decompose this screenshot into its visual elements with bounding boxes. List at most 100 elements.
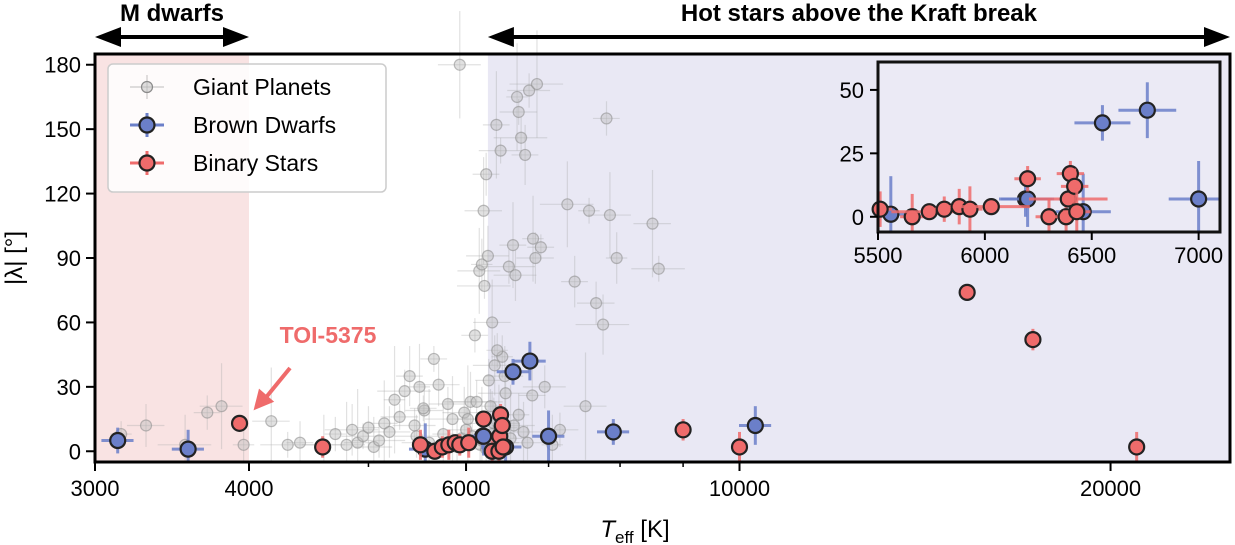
inset-y-tick-label: 25 (840, 141, 864, 166)
x-tick-label: 4000 (225, 476, 274, 501)
error-bar (516, 232, 554, 284)
error-bar (486, 333, 508, 368)
error-bar (396, 346, 423, 407)
binary-star-point (314, 438, 332, 456)
giant-planet-point (509, 269, 522, 282)
legend-label: Brown Dwarfs (193, 112, 336, 138)
error-bar (527, 234, 555, 261)
binary-star-point (958, 283, 976, 301)
brown-dwarf-point (475, 427, 493, 445)
binary-star-point (493, 416, 511, 435)
error-bar (577, 281, 615, 325)
error-bar (461, 318, 489, 353)
giant-planet-point (526, 232, 540, 245)
giant-planet-point (393, 410, 406, 424)
annotation-arrow-shaft (262, 366, 292, 402)
giant-planet-point (515, 131, 528, 144)
inset-binary-star-point (1066, 177, 1084, 195)
giant-planet-point (473, 264, 486, 277)
brown-dwarf-point (604, 423, 622, 441)
giant-planet-point (461, 412, 474, 426)
x-tick-label: 6000 (442, 476, 491, 501)
error-bar (370, 380, 398, 462)
inset-binary-star-point (1068, 203, 1086, 221)
legend-box (107, 63, 387, 193)
error-bar (539, 161, 594, 248)
error-bar (199, 363, 243, 450)
giant-planet-point (530, 77, 544, 91)
inset-binary-star-point (935, 200, 953, 218)
inset-frame (876, 60, 1222, 234)
error-bar (351, 423, 406, 458)
inset-series-binary-stars (871, 160, 1108, 232)
error-bar (522, 365, 566, 409)
inset-x-tick-label: 7000 (1174, 243, 1223, 268)
giant-planet-point (293, 436, 307, 449)
inset-binary-star-point (871, 200, 889, 218)
inset-brown-dwarf-point (1093, 114, 1112, 132)
main-axes: 3000 4000 6000 10000 20000 0 30 60 90 120 150 180 Te… (1, 52, 1232, 545)
giant-planet-point (417, 402, 430, 415)
legend-marker (138, 116, 156, 134)
giant-planet-point (506, 239, 520, 252)
inset-binary-star-point (961, 200, 979, 218)
inset-brown-dwarf-point (1138, 101, 1156, 119)
inset-x-tick-label: 6000 (960, 243, 1009, 268)
legend-label: Giant Planets (193, 74, 331, 100)
giant-planet-point (488, 359, 501, 372)
y-tick-label: 90 (57, 246, 81, 271)
arrow-head-right (1204, 27, 1230, 47)
giant-planet-point (600, 112, 613, 125)
legend-marker (140, 80, 154, 94)
giant-planet-point (453, 58, 466, 71)
giant-planet-point (477, 204, 490, 217)
binary-star-point (230, 414, 249, 432)
error-bar (631, 255, 685, 282)
y-tick-label: 150 (44, 117, 81, 142)
giant-planet-point (484, 400, 497, 413)
error-bar (563, 352, 607, 460)
annotation-arrow-head (253, 388, 275, 411)
giant-planet-point (502, 260, 515, 273)
giant-planet-point (281, 438, 294, 451)
giant-planet-point (482, 374, 495, 387)
error-bar (633, 169, 671, 278)
error-bar (466, 225, 509, 286)
binary-star-point (1024, 331, 1042, 349)
m-dwarf-label: M dwarfs (120, 0, 224, 27)
legend-entry: Brown Dwarfs (130, 112, 336, 138)
legend-entry: Binary Stars (130, 150, 318, 176)
giant-planet-point (468, 329, 481, 342)
error-bar (457, 227, 501, 314)
inset-y-tick-label: 0 (852, 205, 864, 230)
error-bar (416, 363, 460, 407)
kraft-break-arrow (487, 27, 1230, 47)
region-arrows: M dwarfs Hot stars above the Kraft break (95, 0, 1230, 47)
error-bar (126, 404, 165, 447)
giant-planet-point (458, 406, 471, 419)
data-series (101, 11, 1146, 462)
y-tick-label: 120 (44, 182, 81, 207)
x-axis-label: Teff [K] (600, 516, 669, 545)
error-bar (392, 408, 436, 443)
giant-planet-point (480, 168, 493, 181)
inset-binary-star-point (1019, 170, 1037, 188)
brown-dwarf-point (109, 431, 127, 450)
error-bar (511, 124, 539, 185)
giant-planet-point (356, 430, 370, 443)
error-bar (409, 395, 437, 422)
x-axis-label-unit: [K] (634, 516, 670, 543)
giant-planet-point (427, 352, 440, 366)
arrow-head-left (95, 27, 121, 47)
giant-planet-point (441, 397, 455, 411)
giant-planet-point (398, 385, 411, 398)
error-bar (522, 195, 544, 282)
x-axis-label-main: T (600, 516, 617, 543)
error-bar (605, 232, 628, 284)
error-bar (357, 406, 380, 450)
giant-planet-point (512, 105, 525, 119)
legend: Giant Planets Brown Dwarfs Binary Stars (107, 63, 387, 193)
error-bar (481, 249, 536, 284)
giant-planet-point (579, 400, 592, 413)
